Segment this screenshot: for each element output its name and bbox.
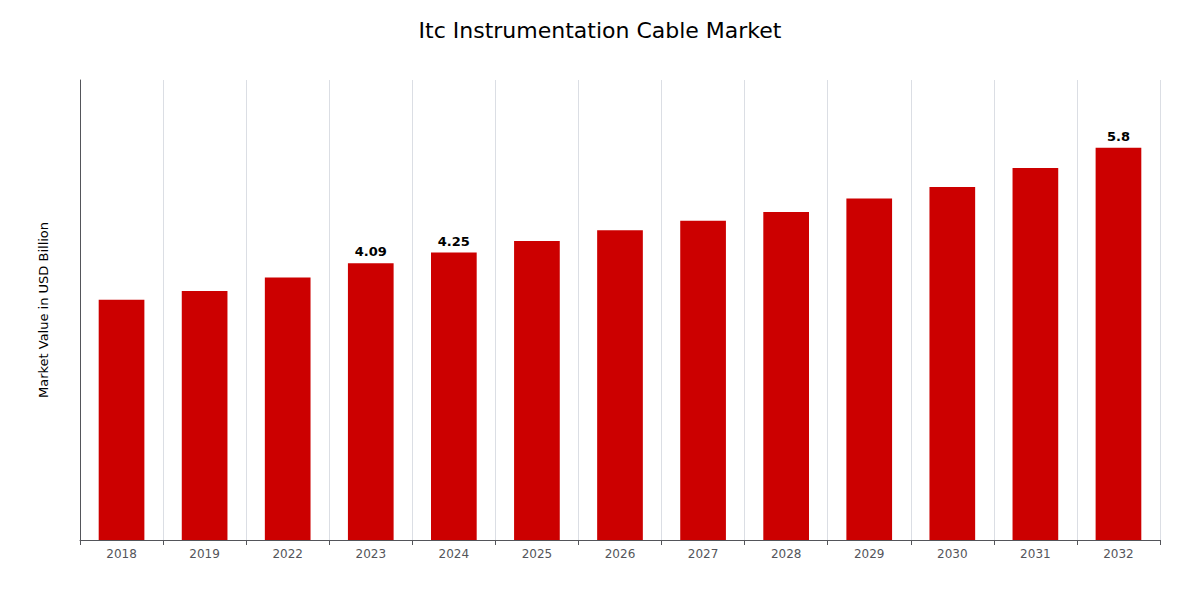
svg-text:2019: 2019 <box>189 547 220 561</box>
svg-text:2023: 2023 <box>355 547 386 561</box>
svg-text:2028: 2028 <box>771 547 802 561</box>
svg-text:2018: 2018 <box>106 547 137 561</box>
svg-text:2031: 2031 <box>1020 547 1051 561</box>
svg-text:2029: 2029 <box>854 547 885 561</box>
svg-text:Market Value in USD Billion: Market Value in USD Billion <box>36 222 51 398</box>
svg-text:2026: 2026 <box>605 547 636 561</box>
svg-text:2030: 2030 <box>937 547 968 561</box>
svg-text:Itc Instrumentation Cable Mark: Itc Instrumentation Cable Market <box>419 18 782 43</box>
svg-text:2025: 2025 <box>522 547 553 561</box>
svg-text:2027: 2027 <box>688 547 719 561</box>
svg-text:2024: 2024 <box>439 547 470 561</box>
svg-text:5.8: 5.8 <box>1107 129 1130 144</box>
svg-text:4.25: 4.25 <box>438 234 470 249</box>
svg-text:2032: 2032 <box>1103 547 1134 561</box>
svg-text:2022: 2022 <box>272 547 303 561</box>
svg-text:4.09: 4.09 <box>355 244 387 259</box>
